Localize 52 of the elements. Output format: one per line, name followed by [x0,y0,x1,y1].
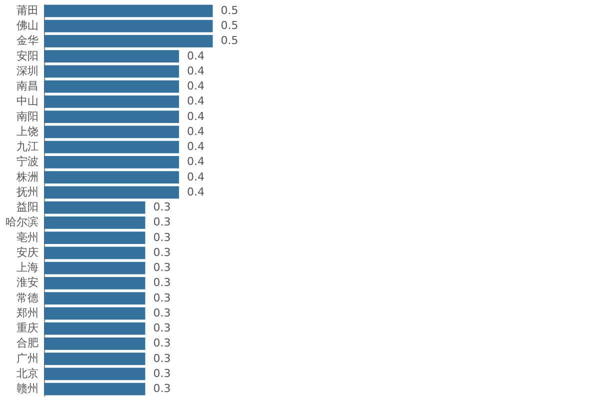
data-label: 0.3 [153,276,171,290]
y-tick-label: 抚州 [16,185,38,198]
data-label: 0.3 [153,306,171,320]
data-label: 0.3 [153,230,171,244]
data-label: 0.3 [153,216,171,229]
y-tick-label: 郑州 [16,306,38,320]
data-label: 0.5 [220,34,238,48]
y-tick-label: 深圳 [16,64,38,78]
data-label: 0.4 [187,49,204,62]
y-tick-label: 莆田 [16,4,38,17]
y-tick-label: 金华 [16,34,38,48]
data-label: 0.3 [153,246,171,259]
y-tick-label: 安庆 [16,246,38,259]
y-tick-label: 中山 [16,94,38,108]
y-tick-label: 上海 [16,261,38,274]
y-tick-label: 九江 [16,140,38,154]
data-label: 0.4 [187,185,204,198]
data-label: 0.3 [153,336,171,350]
y-tick-label: 哈尔滨 [6,216,38,229]
data-label: 0.3 [153,261,171,274]
y-tick-label: 常德 [16,291,38,304]
y-tick-label: 南昌 [16,80,38,93]
y-tick-label: 安阳 [16,49,38,62]
y-tick-label: 亳州 [16,230,38,244]
data-label: 0.3 [153,366,171,380]
y-tick-label: 重庆 [16,322,38,335]
data-label: 0.4 [187,155,204,168]
data-label: 0.3 [153,291,171,304]
y-tick-label: 上饶 [16,124,38,138]
y-tick-label: 合肥 [16,336,38,350]
y-tick-label: 广州 [16,352,38,365]
y-tick-label: 佛山 [16,19,38,32]
y-tick-label: 北京 [16,366,38,380]
y-tick-label: 赣州 [16,382,38,396]
data-label: 0.4 [187,94,204,108]
y-tick-label: 益阳 [16,200,38,214]
data-label: 0.4 [187,140,204,154]
data-label: 0.4 [187,80,204,93]
data-label: 0.4 [187,124,204,138]
data-label: 0.3 [153,322,171,335]
data-label: 0.3 [153,200,171,214]
data-label: 0.4 [187,64,204,78]
data-label: 0.4 [187,170,204,184]
data-label: 0.3 [153,382,171,396]
data-label: 0.5 [220,4,238,17]
data-label: 0.4 [187,110,204,123]
y-tick-label: 宁波 [16,155,38,168]
data-label: 0.5 [220,19,238,32]
y-tick-label: 淮安 [16,276,38,290]
data-label: 0.3 [153,352,171,365]
y-tick-label: 南阳 [16,110,38,123]
y-tick-label: 株洲 [16,170,38,184]
